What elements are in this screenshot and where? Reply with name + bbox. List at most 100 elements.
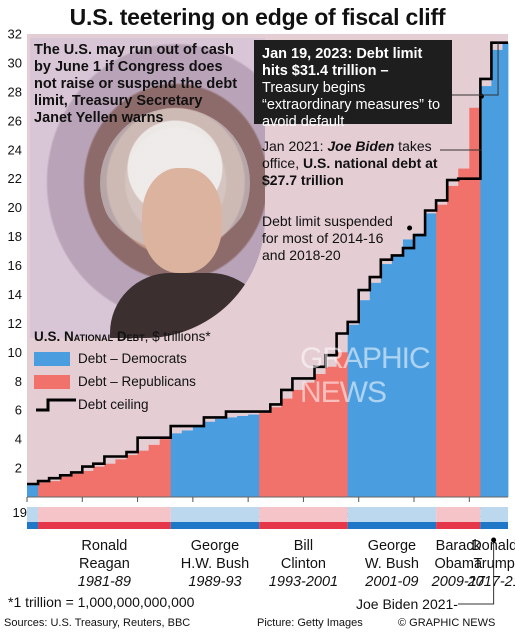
president-label: Bill Clinton 1993-2001 [258, 537, 348, 591]
president-name-line1: George [367, 538, 417, 554]
debt-bar-2016 [425, 213, 437, 497]
president-label: Ronald Reagan 1981-89 [59, 537, 149, 591]
party-strip-2021 [480, 522, 508, 529]
legend-rep-label: Debt – Republicans [78, 374, 196, 389]
y-tick-label-8: 8 [15, 374, 22, 389]
y-tick-label-22: 22 [8, 171, 22, 186]
legend-dem: Debt – Democrats [34, 351, 187, 366]
debt-bar-2017 [436, 204, 448, 497]
legend-rep: Debt – Republicans [34, 374, 196, 389]
president-years: 2017-21 [467, 574, 515, 590]
debt-bar-2006 [314, 374, 326, 497]
biden-current-leader [458, 540, 495, 605]
graphic-credit: © GRAPHIC NEWS [398, 617, 496, 629]
biden-note-d: U.S. national debt at $27.7 trillion [262, 155, 438, 188]
y-tick-label-26: 26 [8, 113, 22, 128]
president-name-line1: Barack [435, 538, 481, 554]
party-band-1980 [27, 507, 39, 522]
legend-ceiling-label: Debt ceiling [78, 396, 149, 412]
y-tick-label-12: 12 [8, 316, 22, 331]
y-tick-label-18: 18 [8, 229, 22, 244]
president-label: Barack Obama 2009-17 [413, 537, 503, 591]
party-strip-2017 [436, 522, 481, 529]
y-tick-label-30: 30 [8, 55, 22, 70]
y-tick-label-14: 14 [8, 287, 22, 302]
president-label: George W. Bush 2001-09 [347, 537, 437, 591]
debt-bar-2023 [502, 42, 509, 498]
party-band-1993 [170, 507, 260, 522]
callout-line2: Treasury begins “extraordinary measures”… [262, 80, 441, 130]
biden-current-dot [491, 537, 497, 543]
debt-bar-2018 [447, 185, 459, 497]
biden-leader [440, 96, 482, 151]
debt-bar-1998 [226, 417, 238, 497]
footnote: *1 trillion = 1,000,000,000,000 [8, 594, 195, 610]
debt-bar-2014 [402, 239, 415, 498]
debt-bar-1984 [71, 473, 83, 497]
debt-bar-2005 [303, 382, 315, 497]
legend-ceiling-swatch [36, 398, 76, 412]
party-strip-1981 [38, 522, 171, 529]
debt-bar-2002 [270, 407, 282, 497]
debt-bar-2001 [259, 413, 271, 497]
biden-note-a: Jan 2021: [262, 138, 328, 154]
debt-bar-1995 [192, 426, 205, 497]
biden-current-label: Joe Biden 2021- [356, 596, 458, 612]
debt-bar-2019 [458, 168, 470, 497]
president-label: George H.W. Bush 1989-93 [170, 537, 260, 591]
callout-leader [452, 42, 499, 96]
debt-bar-1985 [82, 470, 94, 497]
debt-bar-2008 [336, 352, 349, 497]
debt-bar-2013 [391, 255, 404, 497]
party-band-2001 [259, 507, 348, 522]
biden-note-name: Joe Biden [327, 138, 395, 154]
legend-title-bold: U.S. National Debt [34, 329, 145, 344]
biden-note-c: takes office, [262, 138, 432, 171]
president-name-line2: H.W. Bush [180, 556, 250, 572]
callout-line1: Jan 19, 2023: Debt limit hits $31.4 tril… [262, 46, 423, 79]
debt-bar-2015 [414, 233, 426, 497]
y-tick-label-20: 20 [8, 200, 22, 215]
debt-bar-1999 [237, 415, 249, 497]
legend-title-rest: , $ trillions* [144, 329, 211, 344]
debt-bar-2000 [248, 414, 260, 497]
debt-bar-1996 [203, 421, 216, 497]
y-tick-label-2: 2 [15, 461, 22, 476]
lead-text: The U.S. may run out of cash by June 1 i… [34, 42, 238, 126]
debt-bar-2003 [281, 398, 293, 497]
legend-dem-label: Debt – Democrats [78, 351, 187, 366]
y-tick-label-6: 6 [15, 403, 22, 418]
debt-bar-2021 [480, 86, 492, 498]
debt-bar-2022 [491, 49, 503, 498]
y-tick-label-28: 28 [8, 84, 22, 99]
picture-credit: Picture: Getty Images [257, 617, 363, 629]
party-band-2017 [436, 507, 481, 522]
legend-dem-swatch [34, 351, 70, 366]
biden-leader-dot [478, 93, 484, 99]
yellen-photo [30, 38, 265, 338]
debt-bar-1993 [170, 433, 183, 497]
debt-bar-2007 [325, 366, 338, 497]
debt-bar-1989 [126, 455, 138, 497]
y-tick-label-16: 16 [8, 258, 22, 273]
party-band-2009 [347, 507, 437, 522]
party-strip-1993 [170, 522, 260, 529]
debt-bar-1982 [49, 481, 61, 497]
president-years: 2009-17 [431, 574, 485, 590]
debt-bar-2010 [358, 300, 371, 497]
legend-rep-swatch [34, 374, 70, 389]
debt-bar-2011 [369, 282, 382, 497]
party-band-2021 [480, 507, 508, 522]
debt-bar-1980 [27, 483, 39, 497]
president-name-line2: Obama [434, 556, 483, 572]
debt-bar-1986 [93, 466, 105, 497]
suspended-note: Debt limit suspended for most of 2014-16… [262, 213, 393, 263]
president-name-line2: Trump [473, 556, 515, 572]
president-years: 1981-89 [77, 574, 131, 590]
president-label: Donald Trump 2017-21 [449, 537, 515, 591]
party-strip-2001 [259, 522, 348, 529]
debt-bar-1997 [214, 418, 227, 497]
president-name-line2: Clinton [280, 556, 326, 572]
y-tick-label-24: 24 [8, 142, 22, 157]
watermark: GRAPHIC NEWS [300, 342, 431, 409]
